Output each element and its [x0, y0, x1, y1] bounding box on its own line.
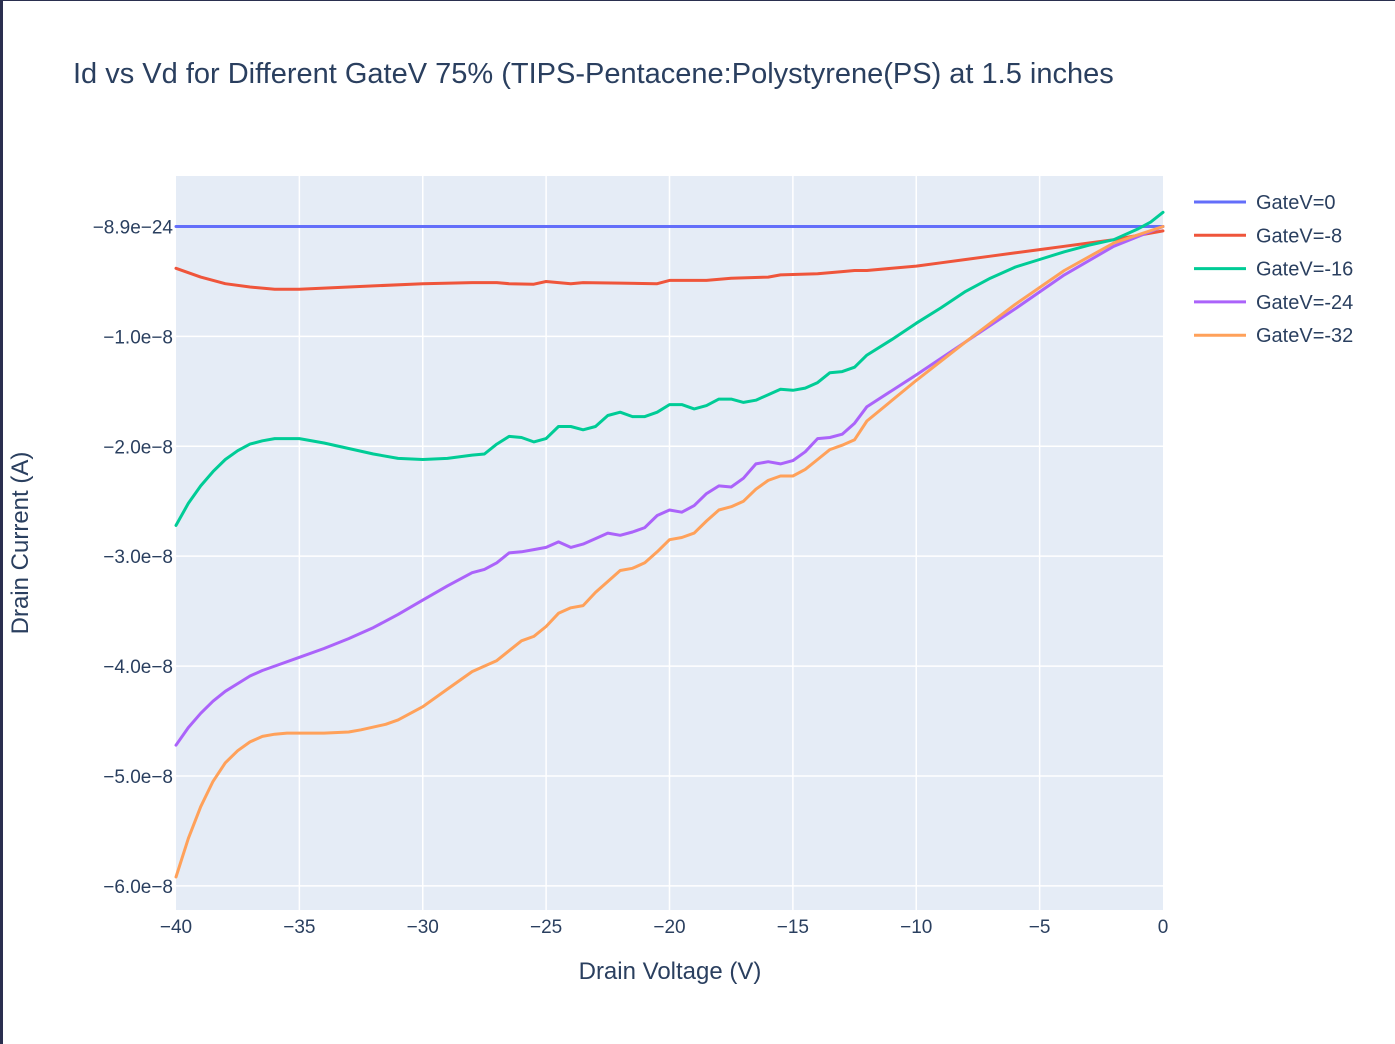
- legend-item[interactable]: GateV=-32: [1194, 325, 1353, 347]
- x-tick-label: −30: [407, 917, 439, 938]
- legend-label: GateV=-32: [1256, 325, 1353, 347]
- x-tick-label: −40: [160, 917, 192, 938]
- y-tick-label: −5.0e−8: [103, 767, 173, 788]
- y-tick-label: −4.0e−8: [103, 657, 173, 678]
- legend-label: GateV=0: [1256, 192, 1336, 214]
- x-tick-label: −10: [900, 917, 932, 938]
- legend-label: GateV=-8: [1256, 225, 1342, 247]
- x-tick-label: −25: [530, 917, 562, 938]
- y-tick-label: −6.0e−8: [103, 877, 173, 898]
- y-tick-label: −1.0e−8: [103, 327, 173, 348]
- y-axis-ticks: −8.9e−24 −1.0e−8 −2.0e−8 −3.0e−8 −4.0e−8 −5.0…: [93, 218, 174, 898]
- y-tick-label: −8.9e−24: [93, 218, 174, 239]
- x-tick-label: −15: [777, 917, 809, 938]
- y-axis-title: Drain Current (A): [7, 452, 34, 635]
- x-tick-label: −20: [653, 917, 685, 938]
- legend-item[interactable]: GateV=-8: [1194, 225, 1342, 247]
- x-tick-label: −5: [1029, 917, 1051, 938]
- series-line-2: [174, 210, 1165, 527]
- legend-item[interactable]: GateV=-24: [1194, 292, 1353, 314]
- x-axis-ticks: −40 −35 −30 −25 −20 −15 −10 −5 0: [160, 917, 1168, 938]
- chart-title: Id vs Vd for Different GateV 75% (TIPS-P…: [73, 58, 1114, 90]
- y-tick-label: −2.0e−8: [103, 437, 173, 458]
- legend-label: GateV=-16: [1256, 259, 1353, 281]
- legend-item[interactable]: GateV=-16: [1194, 259, 1353, 281]
- series-line-4: [174, 225, 1165, 879]
- x-tick-label: −35: [283, 917, 315, 938]
- x-tick-label: 0: [1158, 917, 1169, 938]
- window-top-border: [0, 0, 1395, 1]
- series-line-3: [174, 225, 1165, 747]
- legend-label: GateV=-24: [1256, 292, 1353, 314]
- series-line-1: [174, 229, 1165, 291]
- y-tick-label: −3.0e−8: [103, 547, 173, 568]
- series-layer: [174, 210, 1165, 879]
- legend-item[interactable]: GateV=0: [1194, 192, 1336, 214]
- legend[interactable]: GateV=0 GateV=-8 GateV=-16 GateV=-24 GateV=-…: [1194, 192, 1353, 347]
- window-left-border: [0, 0, 3, 1044]
- x-axis-title: Drain Voltage (V): [579, 958, 762, 985]
